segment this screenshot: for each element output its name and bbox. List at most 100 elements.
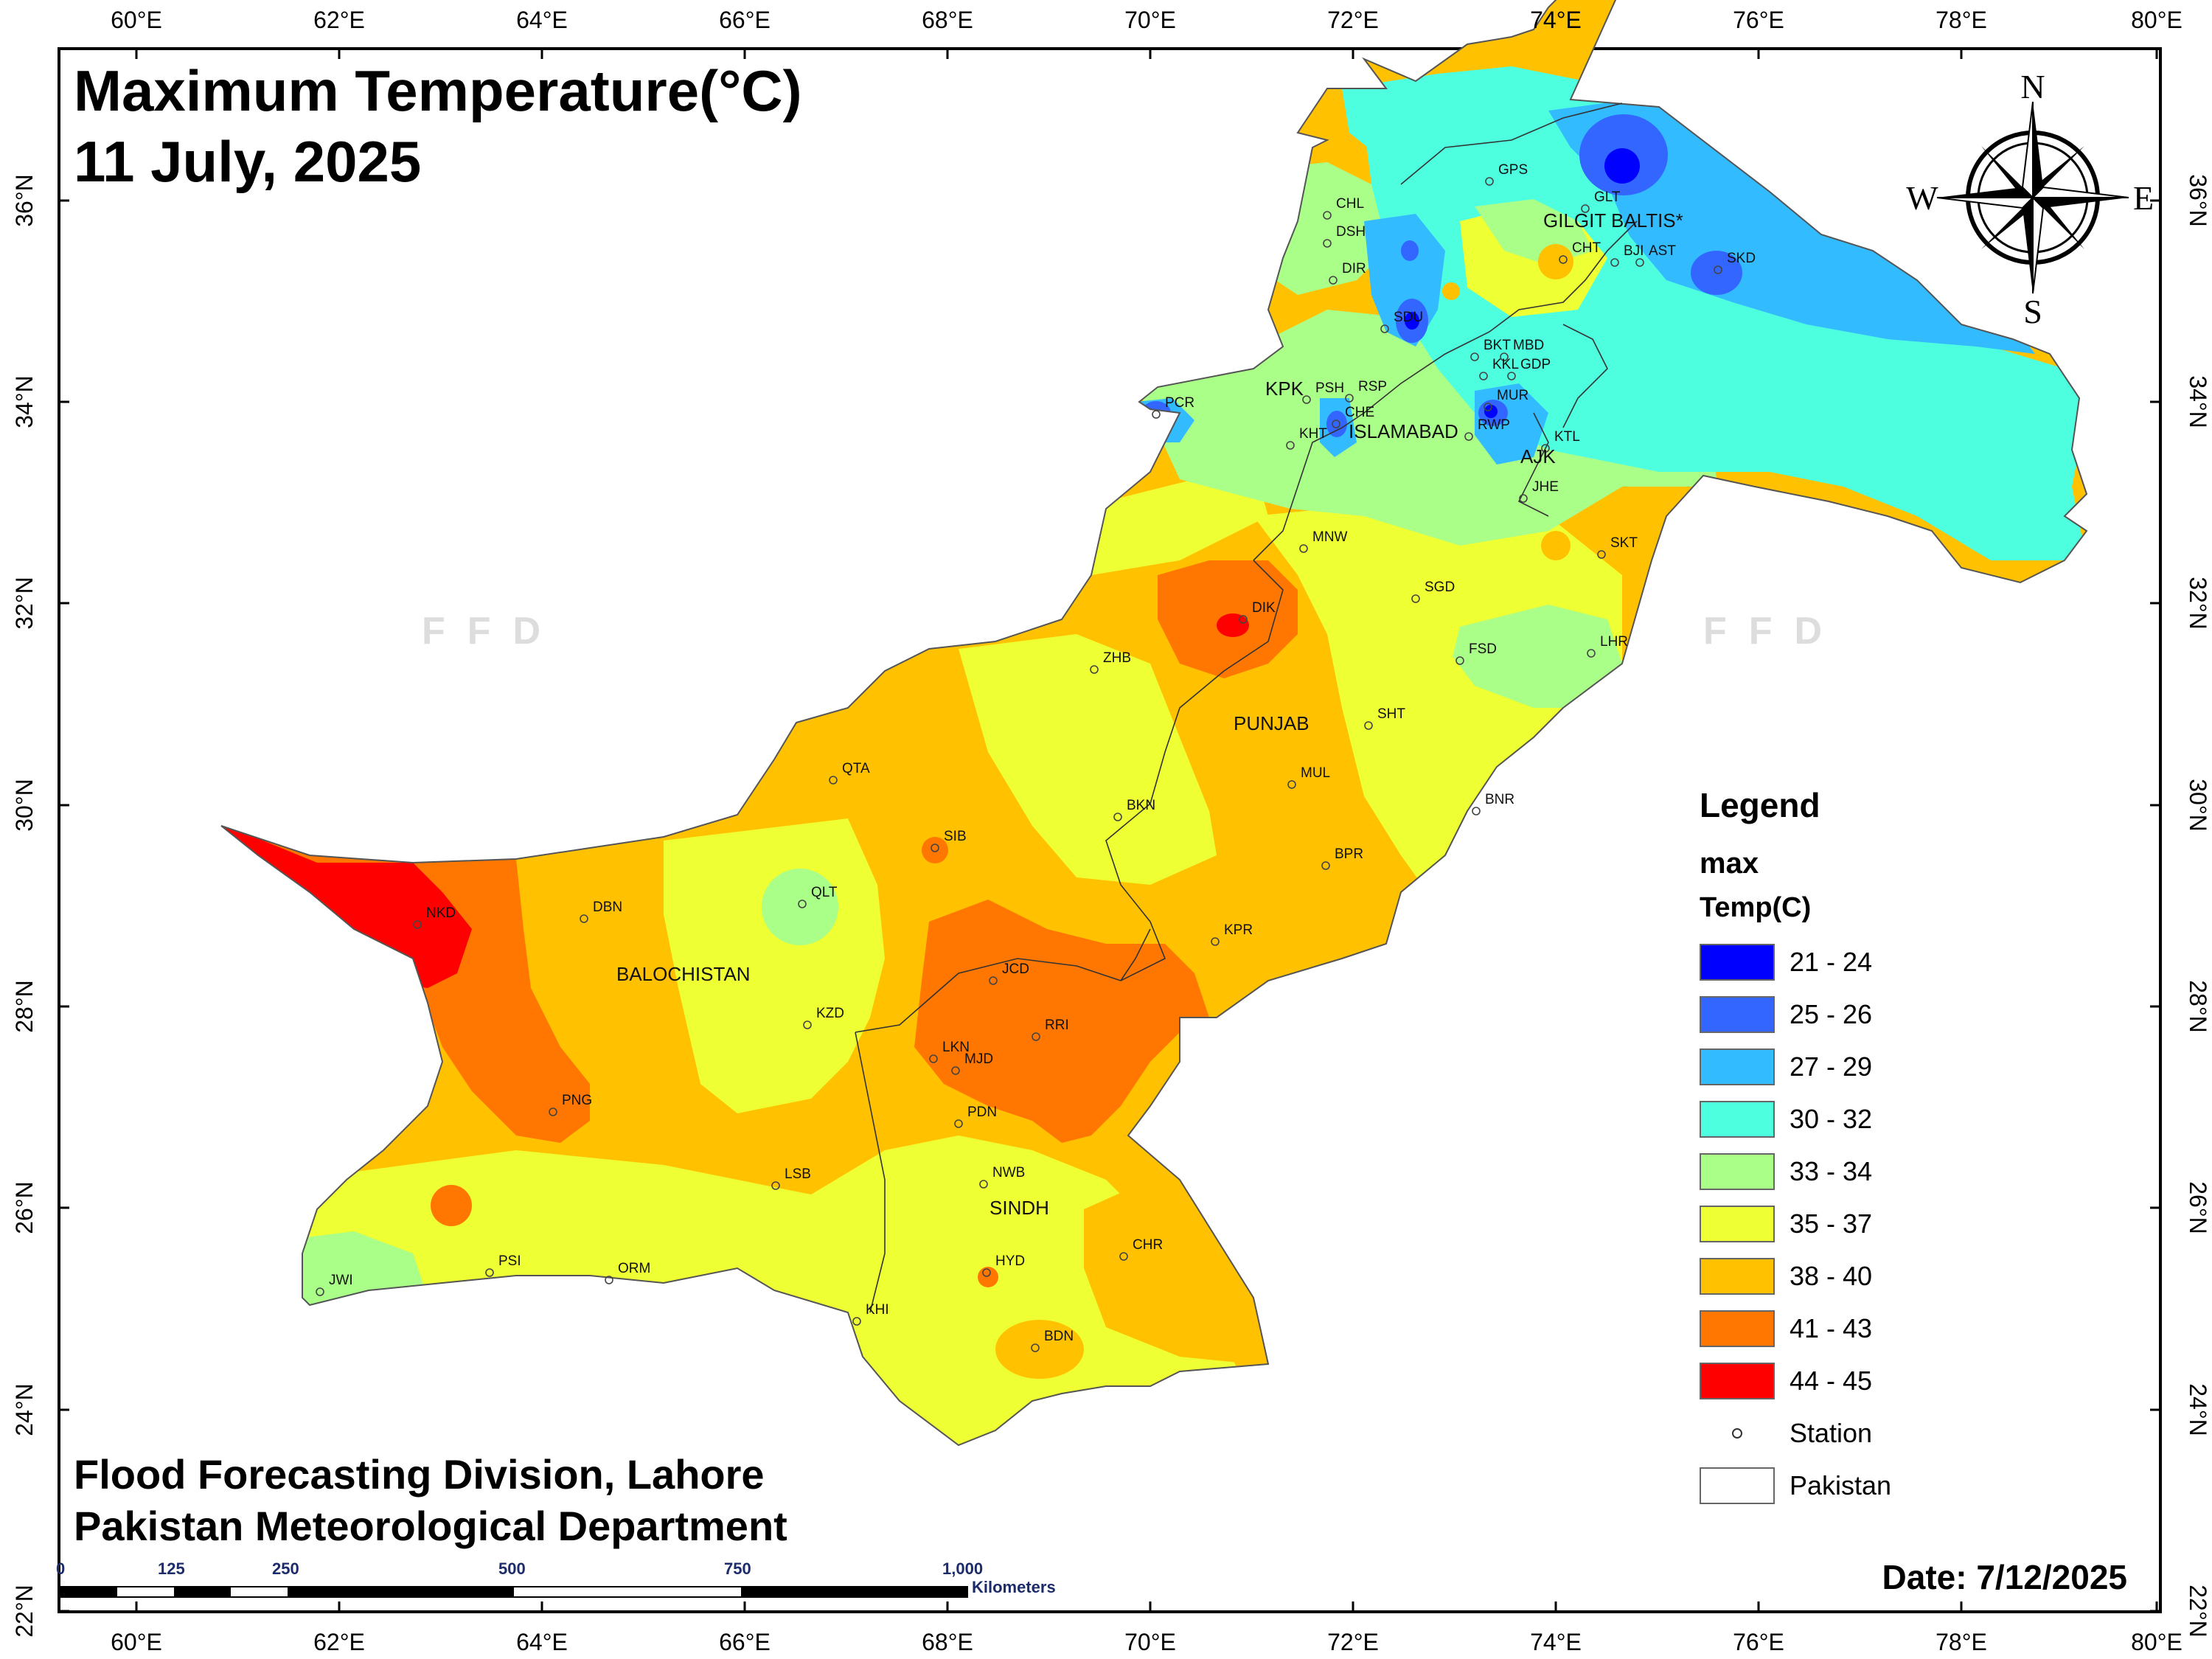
lon-tick-label: 70°E bbox=[1124, 7, 1176, 33]
station-marker bbox=[1211, 937, 1220, 946]
map-title: Maximum Temperature(°C) bbox=[74, 58, 802, 123]
region-label-sindh: SINDH bbox=[990, 1197, 1049, 1219]
station-marker bbox=[852, 1317, 861, 1326]
legend-swatch bbox=[1700, 1310, 1775, 1347]
lon-tick-label: 62°E bbox=[313, 7, 365, 33]
station-marker bbox=[982, 1268, 991, 1277]
lon-tick-label: 68°E bbox=[922, 7, 973, 33]
station-label: KTL bbox=[1554, 429, 1580, 445]
station-marker bbox=[951, 1066, 960, 1075]
scale-unit: Kilometers bbox=[972, 1578, 1056, 1596]
region-label-punjab: PUNJAB bbox=[1234, 712, 1310, 734]
legend-field: max bbox=[1700, 847, 1759, 880]
station-marker bbox=[1610, 258, 1619, 267]
station-label: KPR bbox=[1224, 922, 1253, 938]
station-marker bbox=[798, 900, 807, 908]
station-label: RWP bbox=[1478, 417, 1510, 433]
lat-tick-label: 26°N bbox=[2185, 1181, 2211, 1234]
station-label: SIB bbox=[944, 829, 967, 844]
lat-tick-label: 30°N bbox=[2185, 779, 2211, 832]
legend-swatch bbox=[1700, 943, 1775, 981]
station-marker bbox=[771, 1181, 780, 1190]
legend-class-label: 41 - 43 bbox=[1790, 1312, 1873, 1343]
map-frame bbox=[58, 47, 2162, 1613]
station-marker bbox=[1559, 255, 1568, 264]
station-label: MUR bbox=[1497, 388, 1528, 403]
region-label-balochistan: BALOCHISTAN bbox=[616, 963, 751, 985]
lon-tick-label: 70°E bbox=[1124, 1629, 1176, 1655]
lon-tick-label: 60°E bbox=[111, 1629, 162, 1655]
lat-tick-label: 36°N bbox=[11, 174, 38, 227]
station-marker bbox=[1031, 1343, 1040, 1352]
station-label: LKN bbox=[942, 1040, 970, 1055]
credit-pmd: Pakistan Meteorological Department bbox=[74, 1503, 787, 1549]
legend-swatch bbox=[1700, 1100, 1775, 1138]
graticule bbox=[59, 49, 2160, 1613]
issue-date: Date: 7/12/2025 bbox=[1882, 1558, 2127, 1596]
legend-boundary-label: Pakistan bbox=[1790, 1470, 1892, 1500]
legend-class-label: 35 - 37 bbox=[1790, 1208, 1873, 1239]
station-marker bbox=[1329, 276, 1338, 285]
station-label: BNR bbox=[1485, 792, 1514, 807]
station-marker bbox=[1455, 656, 1464, 665]
legend-class-row: 25 - 26 bbox=[1700, 988, 1994, 1040]
scale-bar bbox=[60, 1586, 968, 1598]
station-label: PCR bbox=[1165, 395, 1194, 411]
station-label: JCD bbox=[1002, 961, 1029, 977]
station-label: DIK bbox=[1252, 600, 1276, 616]
station-label: BKN bbox=[1127, 798, 1155, 813]
legend-station-row: Station bbox=[1700, 1407, 1994, 1459]
station-marker bbox=[1299, 544, 1308, 553]
station-label: PDN bbox=[967, 1105, 997, 1120]
station-label: NWB bbox=[992, 1165, 1025, 1180]
lat-tick-label: 28°N bbox=[11, 980, 38, 1033]
legend-class-row: 27 - 29 bbox=[1700, 1040, 1994, 1093]
station-marker bbox=[605, 1276, 613, 1284]
station-marker bbox=[1345, 394, 1354, 403]
lat-tick-label: 32°N bbox=[11, 577, 38, 630]
station-marker bbox=[1364, 721, 1373, 730]
station-marker bbox=[1472, 807, 1481, 815]
legend-class-label: 25 - 26 bbox=[1790, 998, 1873, 1029]
legend-class-label: 38 - 40 bbox=[1790, 1260, 1873, 1291]
station-label: RRI bbox=[1045, 1018, 1069, 1033]
station-marker bbox=[989, 976, 998, 985]
station-label: LHR bbox=[1600, 634, 1628, 650]
station-marker-icon bbox=[1700, 1415, 1775, 1452]
station-label: QLT bbox=[811, 885, 838, 900]
station-marker bbox=[549, 1107, 557, 1116]
legend-class-row: 44 - 45 bbox=[1700, 1354, 1994, 1407]
station-label: BPR bbox=[1335, 846, 1363, 862]
map-date-title: 11 July, 2025 bbox=[74, 129, 422, 194]
station-marker bbox=[1587, 649, 1596, 658]
lon-tick-label: 74°E bbox=[1530, 7, 1582, 33]
station-marker bbox=[1519, 494, 1528, 503]
station-label: CHE bbox=[1345, 405, 1374, 420]
station-marker bbox=[1635, 258, 1644, 267]
station-label: MUL bbox=[1301, 765, 1330, 781]
region-label-gilgit-baltistan: GILGIT BALTIS* bbox=[1543, 209, 1683, 232]
station-marker bbox=[1714, 265, 1722, 274]
lon-tick-label: 78°E bbox=[1935, 1629, 1987, 1655]
station-marker bbox=[1032, 1032, 1040, 1041]
station-marker bbox=[1484, 403, 1492, 411]
lat-tick-label: 30°N bbox=[11, 779, 38, 832]
watermark-right: FFD bbox=[1703, 610, 1845, 653]
lat-tick-label: 24°N bbox=[11, 1383, 38, 1436]
station-label: KHT bbox=[1299, 426, 1327, 442]
station-marker bbox=[580, 914, 588, 923]
legend-class-row: 33 - 34 bbox=[1700, 1145, 1994, 1197]
station-marker bbox=[1332, 420, 1340, 428]
legend-swatch bbox=[1700, 1152, 1775, 1190]
station-label: GDP bbox=[1520, 357, 1551, 372]
legend-swatch bbox=[1700, 1257, 1775, 1295]
station-label: SDU bbox=[1394, 310, 1423, 325]
station-marker bbox=[1239, 615, 1248, 624]
station-label: RSP bbox=[1358, 379, 1387, 394]
station-marker bbox=[1597, 550, 1606, 559]
station-label: PSI bbox=[498, 1253, 521, 1269]
legend-class-label: 33 - 34 bbox=[1790, 1155, 1873, 1186]
lat-tick-label: 28°N bbox=[2185, 980, 2211, 1033]
station-label: CHT bbox=[1572, 240, 1601, 256]
